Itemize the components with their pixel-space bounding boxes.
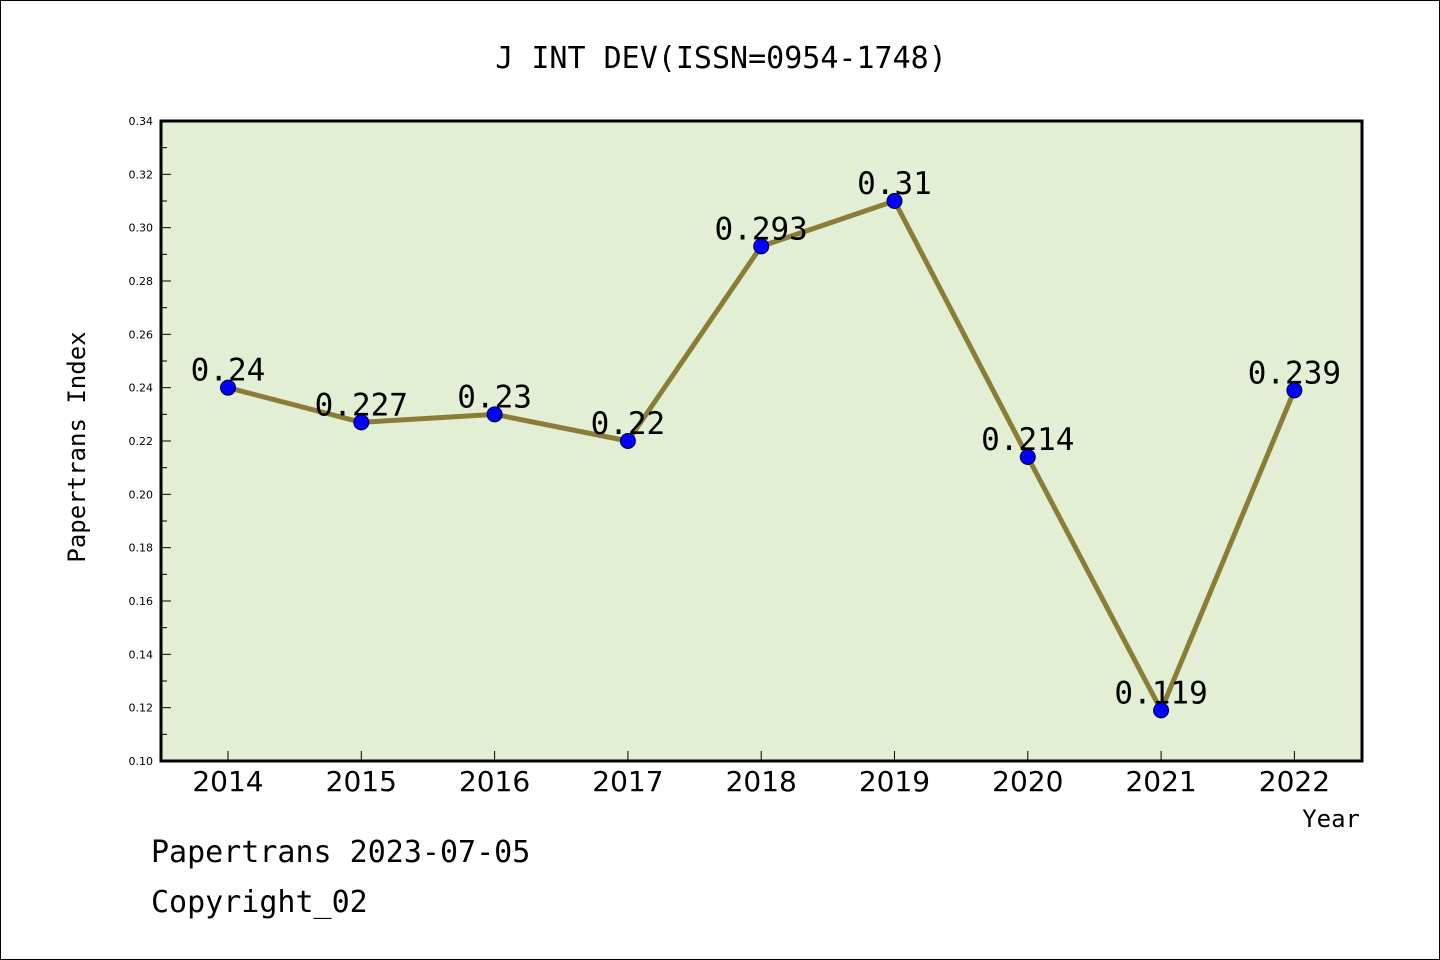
data-label: 0.31 [857, 166, 932, 202]
y-tick-label: 0.20 [129, 488, 154, 501]
data-markers [220, 193, 1303, 719]
x-tick-label: 2016 [459, 765, 530, 798]
data-label: 0.23 [457, 379, 532, 415]
y-tick-label: 0.26 [129, 328, 154, 341]
data-label: 0.227 [315, 387, 408, 423]
data-point [753, 238, 770, 255]
y-tick-label: 0.10 [129, 755, 154, 768]
x-tick-label: 2017 [592, 765, 663, 798]
data-point [1019, 449, 1036, 465]
y-axis-label: Papertrans Index [63, 331, 91, 562]
y-tick-label: 0.34 [129, 115, 154, 128]
x-tick-label: 2014 [192, 765, 263, 798]
data-label: 0.214 [981, 422, 1074, 458]
y-tick-label: 0.32 [129, 168, 154, 181]
y-tick-label: 0.30 [129, 222, 154, 235]
y-tick-label: 0.22 [129, 435, 154, 448]
chart-title: J INT DEV(ISSN=0954-1748) [495, 41, 947, 76]
y-tick-label: 0.24 [129, 382, 154, 395]
y-axis-tick-labels: 0.10 0.12 0.14 0.16 0.18 0.20 0.22 0.24 0.26 0.28… [129, 115, 154, 768]
x-tick-label: 2022 [1259, 765, 1330, 798]
x-tick-label: 2019 [859, 765, 930, 798]
y-axis-ticks [161, 120, 171, 762]
data-point [486, 406, 503, 423]
y-tick-label: 0.16 [129, 595, 154, 608]
data-label: 0.24 [191, 353, 266, 389]
data-point [1286, 382, 1303, 399]
data-label: 0.119 [1114, 675, 1207, 711]
x-axis-ticks [227, 751, 1295, 761]
plot-border [159, 119, 1364, 763]
data-point [886, 193, 903, 209]
y-tick-label: 0.12 [129, 702, 154, 715]
data-label: 0.239 [1248, 355, 1341, 391]
x-tick-label: 2015 [326, 765, 397, 798]
y-tick-label: 0.18 [129, 542, 154, 555]
data-label: 0.22 [591, 406, 666, 442]
x-axis-label: Year [1302, 805, 1360, 833]
data-labels: 0.24 0.227 0.23 0.22 0.293 0.31 0.214 0.119 0.23… [191, 166, 1341, 711]
plot-area [161, 121, 1362, 761]
data-point [353, 414, 370, 431]
x-axis-tick-labels: 2014 2015 2016 2017 2018 2019 2020 2021 2022 [192, 765, 1330, 798]
y-tick-label: 0.28 [129, 275, 154, 288]
footer-date: Papertrans 2023-07-05 [151, 835, 531, 870]
y-tick-label: 0.14 [129, 648, 154, 661]
x-tick-label: 2018 [726, 765, 797, 798]
data-label: 0.293 [715, 211, 808, 247]
data-point [220, 379, 236, 396]
footer-copyright: Copyright_02 [151, 885, 368, 920]
data-point [619, 433, 636, 449]
x-tick-label: 2020 [992, 765, 1063, 798]
x-tick-label: 2021 [1125, 765, 1196, 798]
data-point [1153, 702, 1170, 719]
